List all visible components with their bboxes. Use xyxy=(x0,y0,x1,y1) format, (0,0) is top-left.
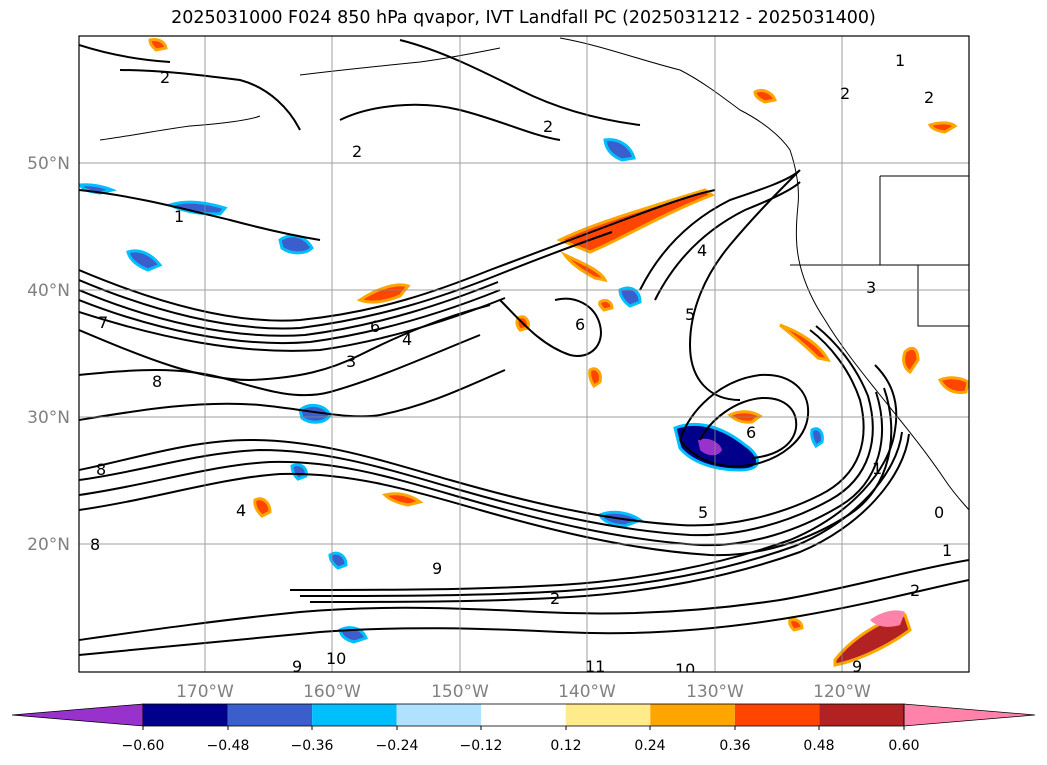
contour-label: 8 xyxy=(96,460,106,479)
colorbar-segment xyxy=(650,704,735,726)
lat-label-50n: 50°N xyxy=(27,154,70,174)
lat-label-40n: 40°N xyxy=(27,281,70,301)
contour-label: 3 xyxy=(346,352,356,371)
contour-label: 9 xyxy=(432,559,442,578)
colorbar-extension-high xyxy=(903,703,1036,727)
contour-label: 3 xyxy=(866,278,876,297)
contour-label: 11 xyxy=(585,657,605,676)
colorbar-tick-label: 0.24 xyxy=(634,738,665,754)
contour-label: 2 xyxy=(924,88,934,107)
contour-label: 2 xyxy=(840,84,850,103)
contour-label: 8 xyxy=(152,372,162,391)
colorbar-segment xyxy=(312,704,397,726)
lon-label-160w: 160°W xyxy=(303,682,361,702)
contour-labels: 2 2 2 1 1 7 6 4 3 8 6 5 8 4 8 9 10 11 9 … xyxy=(90,51,952,679)
contour-label: 2 xyxy=(543,117,553,136)
colorbar: −0.60 −0.48 −0.36 −0.24 −0.12 0.12 0.24 … xyxy=(11,703,1036,754)
colorbar-segment xyxy=(819,704,904,726)
contour-label: 6 xyxy=(370,317,380,336)
colorbar-tick-label: −0.24 xyxy=(376,738,419,754)
contour-label: 1 xyxy=(895,51,905,70)
negative-anomaly-shading xyxy=(79,138,824,644)
colorbar-tick-label: 0.12 xyxy=(550,738,581,754)
colorbar-tick-label: −0.48 xyxy=(207,738,250,754)
lon-label-120w: 120°W xyxy=(813,682,871,702)
colorbar-outline xyxy=(142,703,905,727)
latitude-labels: 50°N 40°N 30°N 20°N xyxy=(27,154,70,555)
colorbar-tick-labels: −0.60 −0.48 −0.36 −0.24 −0.12 0.12 0.24 … xyxy=(122,738,920,754)
map-frame xyxy=(78,35,970,673)
contour-label: 9 xyxy=(852,657,862,676)
contour-label: 2 xyxy=(910,581,920,600)
contour-label: 6 xyxy=(575,315,585,334)
contour-label: 1 xyxy=(942,541,952,560)
contour-label: 4 xyxy=(236,501,246,520)
colorbar-tick-label: −0.12 xyxy=(460,738,503,754)
contour-label: 5 xyxy=(685,305,695,324)
colorbar-tick-label: 0.48 xyxy=(803,738,834,754)
colorbar-extension-low xyxy=(11,703,144,727)
lon-label-140w: 140°W xyxy=(558,682,616,702)
contour-label: 2 xyxy=(160,68,170,87)
colorbar-tick-label: 0.36 xyxy=(719,738,750,754)
colorbar-tick-label: −0.60 xyxy=(122,738,165,754)
lat-label-20n: 20°N xyxy=(27,535,70,555)
colorbar-segment xyxy=(565,704,651,726)
contour-label: 1 xyxy=(872,459,882,478)
lon-label-150w: 150°W xyxy=(431,682,489,702)
contour-label: 6 xyxy=(746,423,756,442)
colorbar-segment xyxy=(734,704,820,726)
colorbar-tick-label: 0.60 xyxy=(888,738,919,754)
contour-label: 10 xyxy=(326,649,346,668)
contour-label: 2 xyxy=(550,589,560,608)
contour-label: 8 xyxy=(90,535,100,554)
colorbar-segment xyxy=(143,704,228,726)
colorbar-tick-label: −0.36 xyxy=(291,738,334,754)
lon-label-130w: 130°W xyxy=(686,682,744,702)
map-title: 2025031000 F024 850 hPa qvapor, IVT Land… xyxy=(171,8,876,28)
contour-label: 7 xyxy=(98,313,108,332)
coastlines xyxy=(99,37,969,511)
colorbar-ticks xyxy=(142,726,905,730)
contour-label: 10 xyxy=(675,660,695,679)
lat-label-30n: 30°N xyxy=(27,408,70,428)
contour-label: 9 xyxy=(292,657,302,676)
ivt-contours xyxy=(79,39,969,656)
contour-label: 0 xyxy=(934,503,944,522)
longitude-labels: 170°W 160°W 150°W 140°W 130°W 120°W xyxy=(176,682,871,702)
colorbar-segments xyxy=(11,703,1036,727)
contour-label: 2 xyxy=(352,142,362,161)
contour-label: 1 xyxy=(174,207,184,226)
contour-label: 5 xyxy=(698,503,708,522)
contour-label: 4 xyxy=(697,241,707,260)
gridlines xyxy=(79,36,969,672)
colorbar-segment xyxy=(481,704,566,726)
lon-label-170w: 170°W xyxy=(176,682,234,702)
colorbar-segment xyxy=(396,704,482,726)
colorbar-segment xyxy=(227,704,313,726)
contour-label: 4 xyxy=(402,330,412,349)
